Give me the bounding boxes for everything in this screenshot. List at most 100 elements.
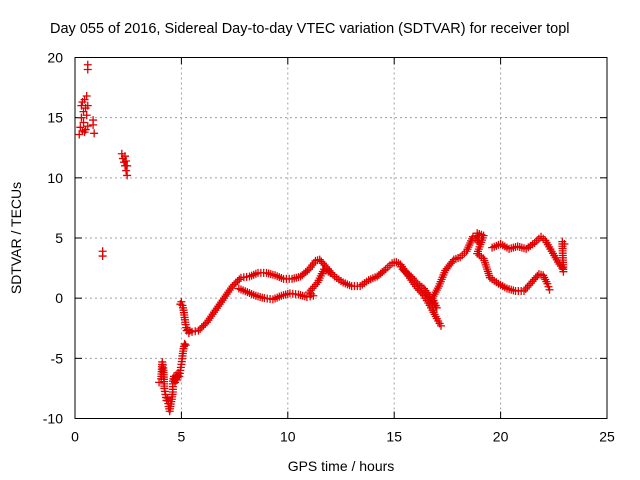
data-point bbox=[433, 284, 442, 293]
y-tick-label: 15 bbox=[47, 110, 63, 126]
data-point bbox=[429, 292, 438, 301]
y-axis-tick-labels: -10 -5 0 5 10 15 20 bbox=[43, 50, 63, 427]
data-point bbox=[214, 302, 223, 311]
data-point bbox=[545, 285, 554, 294]
data-point bbox=[421, 286, 430, 295]
data-point bbox=[212, 304, 221, 313]
data-point bbox=[541, 275, 550, 284]
grid-lines bbox=[75, 57, 607, 419]
y-tick-label: -5 bbox=[51, 350, 64, 366]
data-point bbox=[211, 306, 220, 315]
data-point bbox=[194, 326, 203, 335]
data-point bbox=[122, 166, 131, 175]
data-point bbox=[310, 282, 319, 291]
x-tick-label: 25 bbox=[599, 429, 615, 445]
data-point bbox=[305, 288, 314, 297]
data-point bbox=[196, 324, 205, 333]
data-point bbox=[197, 323, 206, 332]
data-point bbox=[437, 321, 446, 330]
data-point bbox=[123, 171, 132, 180]
data-point bbox=[481, 260, 490, 269]
data-point bbox=[121, 152, 130, 161]
data-point bbox=[82, 111, 91, 120]
data-point bbox=[521, 285, 530, 294]
data-point bbox=[82, 92, 91, 101]
data-point bbox=[430, 310, 439, 319]
data-point bbox=[180, 339, 189, 348]
data-point bbox=[311, 280, 320, 289]
data-point bbox=[483, 267, 492, 276]
chart-title: Day 055 of 2016, Sidereal Day-to-day VTE… bbox=[50, 21, 570, 37]
data-point bbox=[483, 265, 492, 274]
data-point bbox=[98, 252, 107, 261]
data-point bbox=[419, 284, 428, 293]
data-point bbox=[83, 122, 92, 131]
y-axis-label: SDTVAR / TECUs bbox=[8, 182, 24, 294]
data-point bbox=[181, 341, 190, 350]
data-point bbox=[525, 281, 534, 290]
data-point bbox=[218, 296, 227, 305]
data-point bbox=[480, 258, 489, 267]
x-axis-tick-labels: 0 5 10 15 20 25 bbox=[71, 429, 615, 445]
data-point bbox=[224, 288, 233, 297]
data-point bbox=[231, 278, 240, 287]
y-tick-label: 0 bbox=[55, 290, 63, 306]
data-point bbox=[431, 288, 440, 297]
x-tick-label: 5 bbox=[178, 429, 186, 445]
data-point bbox=[208, 310, 217, 319]
y-tick-label: 5 bbox=[55, 230, 63, 246]
data-point bbox=[83, 65, 92, 74]
y-tick-label: 20 bbox=[47, 50, 63, 66]
data-point bbox=[484, 269, 493, 278]
data-point bbox=[83, 101, 92, 110]
data-point bbox=[225, 286, 234, 295]
y-tick-label: 10 bbox=[47, 170, 63, 186]
axis-ticks bbox=[74, 57, 608, 419]
data-point bbox=[199, 321, 208, 330]
data-point bbox=[210, 308, 219, 317]
x-tick-label: 20 bbox=[493, 429, 509, 445]
data-point bbox=[177, 297, 186, 306]
data-point bbox=[520, 286, 529, 295]
x-tick-label: 10 bbox=[280, 429, 296, 445]
x-tick-label: 15 bbox=[386, 429, 402, 445]
data-point bbox=[205, 314, 214, 323]
data-point bbox=[430, 290, 439, 299]
data-point bbox=[326, 268, 335, 277]
data-point bbox=[233, 277, 242, 286]
data-point bbox=[202, 318, 211, 327]
data-point bbox=[560, 240, 569, 249]
data-point bbox=[222, 290, 231, 299]
data-point bbox=[306, 286, 315, 295]
data-point bbox=[90, 129, 99, 138]
data-point bbox=[537, 232, 546, 241]
data-point bbox=[249, 270, 258, 279]
data-point bbox=[379, 266, 388, 275]
data-point bbox=[79, 118, 88, 127]
data-point bbox=[221, 292, 230, 301]
data-point bbox=[122, 156, 131, 165]
data-point bbox=[412, 277, 421, 286]
data-point bbox=[123, 161, 132, 170]
data-point bbox=[422, 288, 431, 297]
data-point bbox=[523, 283, 532, 292]
data-point bbox=[219, 294, 228, 303]
data-point bbox=[204, 316, 213, 325]
data-point bbox=[217, 298, 226, 307]
data-points bbox=[75, 60, 569, 416]
data-point bbox=[89, 120, 98, 129]
x-tick-label: 0 bbox=[71, 429, 79, 445]
data-point bbox=[482, 263, 491, 272]
data-point bbox=[235, 275, 244, 284]
data-point bbox=[230, 280, 239, 289]
data-point bbox=[432, 286, 441, 295]
data-point bbox=[77, 113, 86, 122]
x-axis-label: GPS time / hours bbox=[288, 458, 395, 474]
data-point bbox=[207, 312, 216, 321]
data-point bbox=[308, 284, 317, 293]
y-tick-label: -10 bbox=[43, 411, 63, 427]
data-point bbox=[228, 282, 237, 291]
data-point bbox=[558, 264, 567, 273]
data-point bbox=[215, 300, 224, 309]
